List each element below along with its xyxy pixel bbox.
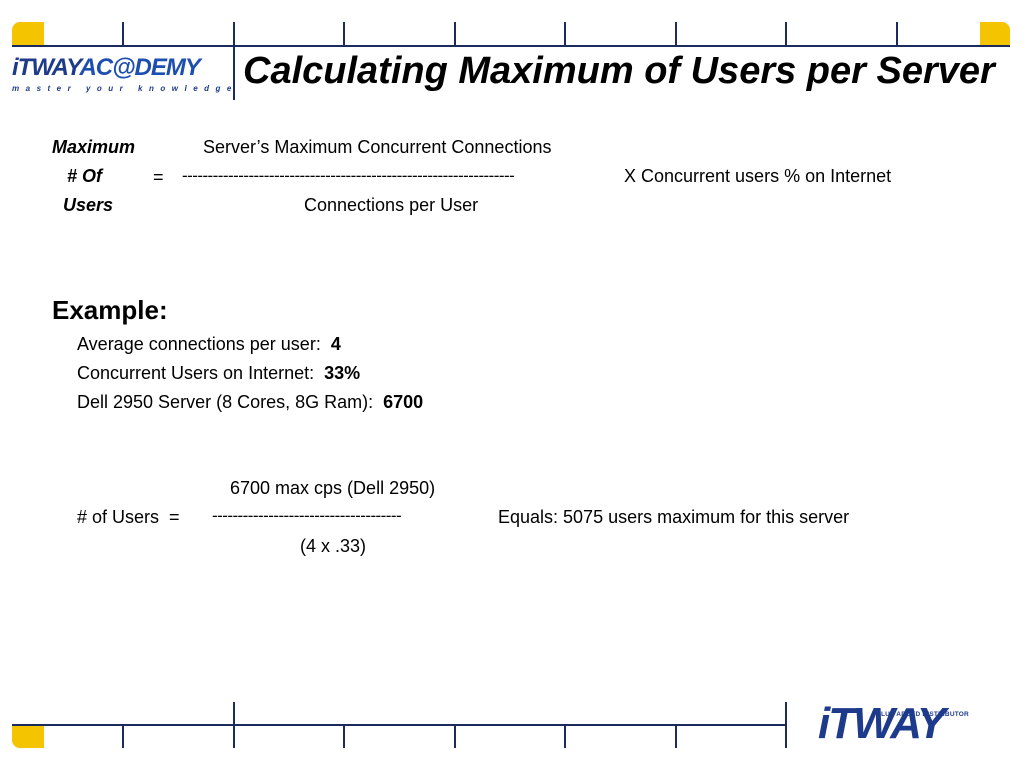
top-left-corner-accent: [12, 22, 44, 46]
calc-result: Equals: 5075 users maximum for this serv…: [498, 507, 850, 527]
bottom-tick-5: [564, 724, 566, 748]
example-item-server: Dell 2950 Server (8 Cores, 8G Ram): 6700: [77, 391, 423, 413]
example-item-connections: Average connections per user: 4: [77, 333, 341, 355]
logo-academy-text: AC@DEMY: [79, 54, 200, 81]
bottom-left-corner-accent: [12, 726, 44, 748]
bottom-tick-1: [122, 724, 124, 748]
bottom-tick-4: [454, 724, 456, 748]
bottom-tick-7: [785, 702, 787, 748]
calc-numerator: 6700 max cps (Dell 2950): [230, 478, 436, 498]
formula-denominator: Connections per User: [304, 195, 479, 215]
formula-equals: =: [153, 167, 164, 187]
top-tick-2: [233, 22, 235, 100]
logo-itway-text: iTWAY: [12, 54, 80, 81]
formula-lhs-maximum: Maximum: [52, 137, 136, 157]
example-item-value: 4: [330, 334, 341, 354]
logo-tagline: master your knowledge: [12, 84, 238, 93]
bottom-tick-3: [343, 724, 345, 748]
calc-lhs: # of Users =: [77, 507, 180, 527]
top-tick-1: [122, 22, 124, 46]
calc-fraction-bar: -------------------------------------: [212, 506, 402, 525]
formula-lhs-of: # Of: [67, 166, 103, 186]
top-tick-5: [564, 22, 566, 46]
example-item-label: Dell 2950 Server (8 Cores, 8G Ram):: [77, 392, 374, 412]
top-tick-4: [454, 22, 456, 46]
top-right-corner-accent: [980, 22, 1010, 46]
bottom-tick-2: [233, 702, 235, 748]
example-item-label: Concurrent Users on Internet:: [77, 363, 315, 383]
example-heading: Example:: [52, 295, 168, 325]
slide-title: Calculating Maximum of Users per Server: [243, 50, 995, 92]
bottom-tick-6: [675, 724, 677, 748]
top-tick-3: [343, 22, 345, 46]
calc-denominator: (4 x .33): [300, 536, 367, 556]
itway-academy-logo: iTWAYAC@DEMY: [12, 54, 201, 81]
top-tick-6: [675, 22, 677, 46]
example-item-value: 33%: [324, 363, 361, 383]
example-item-value: 6700: [383, 392, 424, 412]
formula-numerator: Server’s Maximum Concurrent Connections: [203, 137, 552, 157]
formula-multiplier: X Concurrent users % on Internet: [624, 166, 892, 186]
example-item-label: Average connections per user:: [77, 334, 321, 354]
top-tick-8: [896, 22, 898, 46]
formula-fraction-bar: ----------------------------------------…: [182, 166, 515, 185]
top-frame-line: [12, 45, 1010, 47]
top-tick-7: [785, 22, 787, 46]
bottom-frame-line: [12, 724, 786, 726]
example-item-concurrent: Concurrent Users on Internet: 33%: [77, 362, 360, 384]
footer-logo-tagline: VALUE ADDED DISTRIBUTOR: [872, 711, 969, 718]
formula-lhs-users: Users: [63, 195, 114, 215]
itway-footer-logo: iTWAY: [818, 699, 946, 748]
